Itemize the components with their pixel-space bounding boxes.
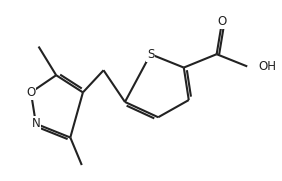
Text: N: N xyxy=(32,117,40,130)
Text: O: O xyxy=(26,86,36,99)
Text: O: O xyxy=(217,15,227,28)
Text: OH: OH xyxy=(258,60,276,73)
Text: S: S xyxy=(147,48,154,61)
